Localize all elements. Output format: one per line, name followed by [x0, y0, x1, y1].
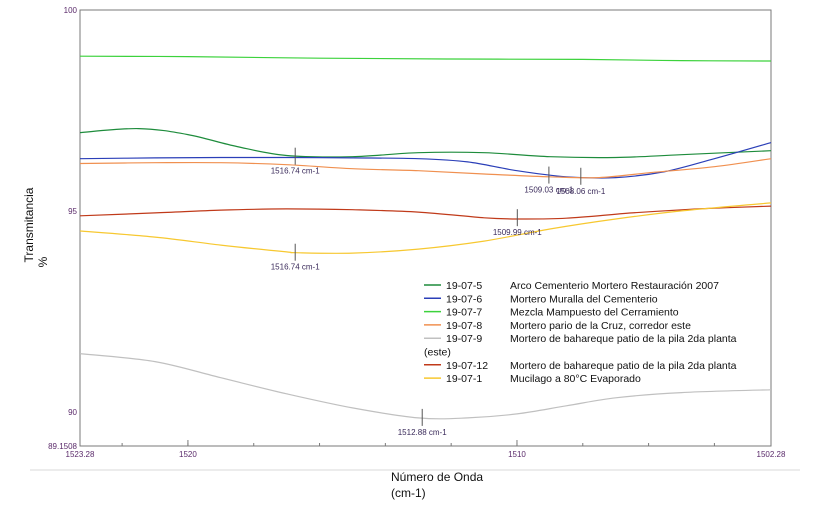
legend-code: 19-07-6	[446, 293, 482, 305]
x-tick-label: 1520	[179, 450, 197, 459]
x-axis-unit: (cm-1)	[391, 486, 426, 500]
series-line-19-07-12	[79, 205, 772, 220]
legend-name: Mortero pario de la Cruz, corredor este	[510, 320, 691, 332]
legend-code: 19-07-7	[446, 307, 482, 319]
y-tick-label: 100	[64, 6, 78, 15]
peak-label: 1509.99 cm-1	[493, 228, 542, 237]
legend-code: 19-07-1	[446, 373, 482, 385]
legend: 19-07-5 Arco Cementerio Mortero Restaurac…	[424, 280, 737, 385]
legend-name-continued: (este)	[424, 347, 451, 359]
legend-code: 19-07-9	[446, 333, 482, 345]
legend-name: Mortero de bahareque patio de la pila 2d…	[510, 360, 737, 372]
series-group	[79, 55, 772, 420]
series-line-19-07-5	[79, 127, 772, 159]
series-line-19-07-7	[79, 55, 772, 62]
series-line-19-07-1	[79, 202, 772, 254]
peak-label: 1516.74 cm-1	[271, 263, 320, 272]
x-axis-title: Número de Onda	[391, 470, 483, 484]
peak-label: 1508.06 cm-1	[556, 187, 605, 196]
peak-label: 1512.88 cm-1	[398, 428, 447, 437]
x-tick-label: 1502.28	[757, 450, 786, 459]
x-tick-label: 1523.28	[66, 450, 95, 459]
legend-code: 19-07-5	[446, 280, 482, 292]
legend-name: Mortero de bahareque patio de la pila 2d…	[510, 333, 737, 345]
peak-label: 1509.03 cm-1	[524, 186, 573, 195]
tick-labels: 1523.28 1520 1510 1502.28 100 95 90 89.1508	[48, 6, 786, 459]
y-tick-label: 90	[68, 408, 77, 417]
legend-code: 19-07-12	[446, 360, 488, 372]
y-tick-label: 95	[68, 207, 77, 216]
y-axis-unit: %	[36, 256, 50, 267]
legend-name: Mucilago a 80°C Evaporado	[510, 373, 641, 385]
legend-name: Mezcla Mampuesto del Cerramiento	[510, 307, 679, 319]
legend-name: Arco Cementerio Mortero Restauración 200…	[510, 280, 719, 292]
series-line-19-07-8	[79, 158, 772, 179]
legend-code: 19-07-8	[446, 320, 482, 332]
peak-label: 1516.74 cm-1	[271, 167, 320, 176]
series-line-19-07-9	[79, 353, 772, 420]
legend-name: Mortero Muralla del Cementerio	[510, 293, 658, 305]
y-axis-title: Transmitancia	[22, 187, 36, 262]
x-tick-label: 1510	[508, 450, 526, 459]
plot-frame	[79, 9, 772, 447]
y-tick-label: 89.1508	[48, 442, 77, 451]
